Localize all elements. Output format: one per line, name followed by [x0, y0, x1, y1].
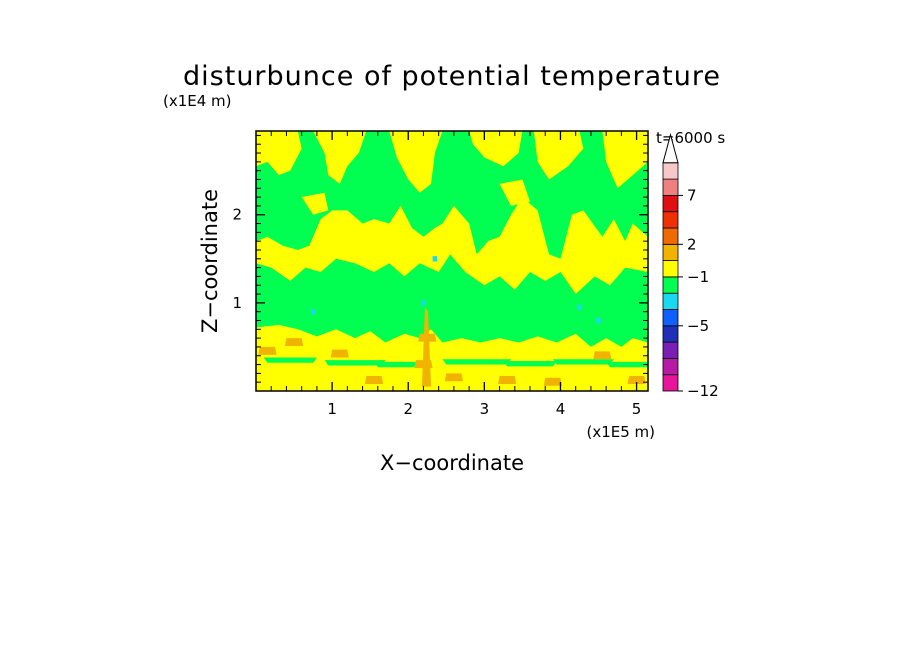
x-tick-label: 1	[327, 400, 337, 418]
x-axis-label: X−coordinate	[380, 451, 524, 475]
time-label: t=6000 s	[656, 129, 725, 147]
colorbar-segment	[662, 341, 679, 359]
colorbar-tick-label: 7	[687, 186, 697, 204]
colorbar-segment	[662, 211, 679, 229]
colorbar-tick-label: 2	[687, 235, 697, 253]
orange-patch	[444, 373, 464, 382]
x-tick-label: 4	[556, 400, 566, 418]
yellow-region	[313, 131, 367, 184]
colorbar-tick-label: −1	[687, 268, 709, 286]
plot-frame	[255, 130, 649, 392]
colorbar-tick-label: −12	[687, 382, 719, 400]
green-streak	[442, 359, 511, 365]
orange-patch	[364, 376, 384, 384]
green-streak	[606, 361, 648, 368]
green-streak	[324, 360, 386, 366]
green-streak	[373, 361, 420, 368]
colorbar-segment	[662, 309, 679, 327]
yellow-region	[469, 131, 523, 167]
cyan-spot	[577, 304, 582, 310]
orange-patch	[498, 376, 517, 384]
yellow-region	[256, 131, 302, 176]
orange-patch	[593, 351, 612, 360]
orange-patch	[627, 376, 646, 384]
colorbar-segment	[662, 374, 679, 392]
colorbar-segment	[662, 194, 679, 213]
chart-title: disturbunce of potential temperature	[183, 61, 721, 92]
green-streak	[503, 361, 557, 367]
cyan-spot	[432, 256, 438, 262]
colorbar: −12−5−127	[662, 132, 719, 400]
colorbar-tick-label: −5	[687, 317, 709, 335]
x-scale-label: (x1E5 m)	[586, 423, 655, 441]
cyan-spot	[310, 309, 316, 315]
colorbar-segment	[662, 178, 679, 196]
orange-plume	[421, 307, 432, 387]
yellow-region	[499, 179, 531, 206]
colorbar-segment	[662, 243, 679, 262]
y-scale-label: (x1E4 m)	[163, 92, 232, 110]
colorbar-segment	[662, 276, 679, 294]
yellow-region	[602, 131, 648, 189]
plot-area: 1 2 3 4 5 1 2	[232, 130, 649, 418]
orange-patch	[258, 346, 277, 355]
colorbar-extension-arrow	[662, 132, 679, 164]
cyan-spot	[421, 300, 426, 306]
y-axis-label: Z−coordinate	[198, 189, 222, 333]
colorbar-segment	[662, 162, 679, 180]
colorbar-segment	[662, 325, 679, 343]
yellow-region	[389, 131, 443, 193]
orange-patch	[543, 377, 562, 386]
x-tick-label: 5	[632, 400, 642, 418]
colorbar-segment	[662, 357, 679, 376]
x-tick-label: 2	[403, 400, 413, 418]
colorbar-segment	[662, 227, 679, 245]
colorbar-segment	[662, 292, 679, 310]
x-tick-label: 3	[480, 400, 490, 418]
yellow-region	[533, 131, 584, 180]
colorbar-segment	[662, 260, 679, 278]
green-streak	[552, 359, 614, 365]
green-streak	[263, 357, 317, 363]
orange-patch	[284, 338, 304, 347]
orange-patch	[330, 349, 349, 358]
y-tick-label: 2	[232, 206, 242, 224]
yellow-region	[301, 192, 329, 215]
y-tick-label: 1	[232, 294, 242, 312]
cyan-spot	[596, 317, 601, 324]
green-region-middle	[256, 254, 648, 347]
